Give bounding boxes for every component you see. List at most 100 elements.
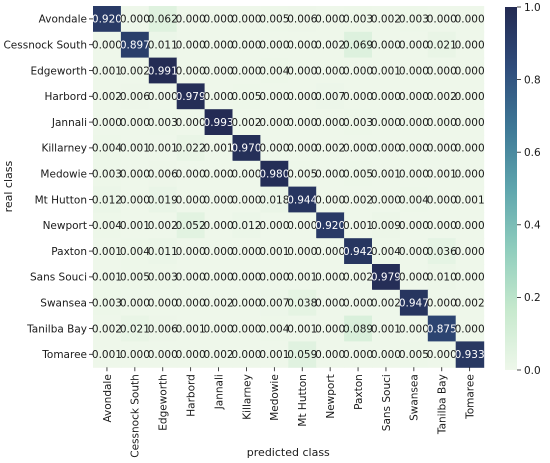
- heatmap-cell-value: 0.002: [204, 349, 234, 361]
- heatmap-cell: [148, 31, 178, 59]
- heatmap-cell-value: 0.000: [427, 220, 457, 232]
- heatmap-cell-value: 0.003: [148, 117, 178, 129]
- heatmap-cell-value: 0.005: [343, 169, 373, 181]
- heatmap-cell-value: 0.000: [315, 349, 345, 361]
- heatmap-cell: [316, 160, 345, 188]
- heatmap-cell-value: 0.002: [427, 91, 457, 103]
- heatmap-cell-value: 0.005: [287, 169, 317, 181]
- heatmap-cell-value: 0.944: [287, 194, 317, 206]
- heatmap-cell: [344, 186, 373, 213]
- heatmap-cell-value: 0.000: [315, 194, 345, 206]
- heatmap-cell-value: 0.006: [287, 14, 317, 26]
- heatmap-cell-value: 0.007: [315, 91, 345, 103]
- heatmap-cell-value: 0.002: [92, 323, 122, 335]
- heatmap-cell-value: 0.004: [92, 220, 122, 232]
- heatmap-cell-value: 0.000: [148, 298, 178, 310]
- heatmap-cell: [344, 341, 373, 368]
- heatmap-cell: [148, 83, 178, 110]
- heatmap-cell: [232, 341, 261, 368]
- heatmap-cell-value: 0.002: [231, 117, 261, 129]
- heatmap-cell-value: 0.002: [120, 65, 150, 77]
- heatmap-cell: [232, 315, 261, 342]
- heatmap-cell-value: 0.000: [399, 65, 429, 77]
- heatmap-cell: [455, 315, 485, 342]
- heatmap-cell: [260, 186, 289, 213]
- heatmap-cell-value: 0.001: [92, 272, 122, 284]
- heatmap-cell-value: 0.002: [315, 40, 345, 52]
- heatmap-cell-value: 0.000: [231, 14, 261, 26]
- heatmap-cell: [427, 109, 457, 136]
- heatmap-cell: [120, 289, 150, 317]
- heatmap-cell-value: 0.000: [315, 14, 345, 26]
- heatmap-cell-value: 0.000: [287, 143, 317, 155]
- heatmap-cell-value: 0.000: [92, 117, 122, 129]
- heatmap-cell: [204, 186, 234, 213]
- heatmap-cell-value: 0.897: [120, 40, 150, 52]
- heatmap-cell: [372, 57, 401, 84]
- heatmap-cell: [176, 341, 206, 368]
- heatmap-cell: [344, 31, 373, 59]
- heatmap-cell: [260, 160, 289, 188]
- heatmap-cell: [399, 212, 429, 239]
- heatmap-cell: [93, 83, 122, 110]
- y-tick-label: Swansea: [40, 298, 87, 310]
- heatmap-cell: [316, 212, 345, 239]
- heatmap-cell: [316, 289, 345, 317]
- heatmap-cell-value: 0.001: [371, 169, 401, 181]
- heatmap-cell: [93, 57, 122, 84]
- heatmap-cell-value: 0.001: [427, 169, 457, 181]
- heatmap-cell: [232, 289, 261, 317]
- y-tick-label: Cessnock South: [3, 40, 87, 52]
- x-tick-label: Newport: [325, 374, 337, 418]
- heatmap-cell: [316, 57, 345, 84]
- heatmap-cell: [427, 31, 457, 59]
- heatmap-cell: [120, 264, 150, 291]
- heatmap-cell-value: 0.000: [287, 246, 317, 258]
- y-tick-label: Medowie: [40, 169, 87, 181]
- heatmap-cell: [93, 31, 122, 59]
- heatmap-cell-value: 0.970: [231, 143, 261, 155]
- heatmap-cell-value: 0.012: [231, 220, 261, 232]
- heatmap-cell-value: 0.000: [231, 323, 261, 335]
- heatmap-cell: [232, 31, 261, 59]
- y-tick-label: Tomaree: [41, 349, 87, 361]
- heatmap-cell-value: 0.019: [148, 194, 178, 206]
- heatmap-cell: [120, 212, 150, 239]
- heatmap-cell: [232, 264, 261, 291]
- heatmap-cell-value: 0.000: [120, 298, 150, 310]
- heatmap-cell: [260, 341, 289, 368]
- heatmap-cell: [176, 238, 206, 265]
- heatmap-cell: [399, 289, 429, 317]
- heatmap-cell-value: 0.018: [259, 194, 289, 206]
- heatmap-cell: [204, 264, 234, 291]
- heatmap-cell-value: 0.062: [148, 14, 178, 26]
- x-tick-label: Tanilba Bay: [437, 374, 449, 435]
- heatmap-cell: [148, 6, 178, 33]
- heatmap-cell-value: 0.000: [427, 143, 457, 155]
- heatmap-cell-value: 0.004: [92, 143, 122, 155]
- heatmap-cell-value: 0.000: [399, 246, 429, 258]
- heatmap-cell-value: 0.000: [455, 117, 485, 129]
- y-tick-label: Sans Souci: [30, 272, 87, 284]
- heatmap-cell: [288, 109, 317, 136]
- heatmap-cell-value: 0.000: [455, 91, 485, 103]
- heatmap-cell: [260, 135, 289, 162]
- heatmap-cell: [176, 289, 206, 317]
- heatmap-cell-value: 0.000: [259, 40, 289, 52]
- heatmap-cell: [260, 31, 289, 59]
- heatmap-cell-value: 0.000: [427, 194, 457, 206]
- heatmap-cell-value: 0.001: [92, 349, 122, 361]
- heatmap-cell-value: 0.001: [455, 194, 485, 206]
- colorbar-tick-labels: 0.0 0.2 0.4 0.6 0.8 1.0: [517, 2, 541, 377]
- heatmap-cell: [455, 6, 485, 33]
- heatmap-cell: [288, 186, 317, 213]
- heatmap-cell-value: 0.000: [176, 194, 206, 206]
- heatmap-cell: [455, 57, 485, 84]
- heatmap-cell-value: 0.010: [427, 272, 457, 284]
- heatmap-cell-value: 0.000: [176, 298, 206, 310]
- heatmap-cell: [176, 160, 206, 188]
- heatmap-cell: [399, 315, 429, 342]
- heatmap-cell: [204, 57, 234, 84]
- heatmap-cell: [204, 289, 234, 317]
- y-tick-label: Tanilba Bay: [26, 323, 87, 335]
